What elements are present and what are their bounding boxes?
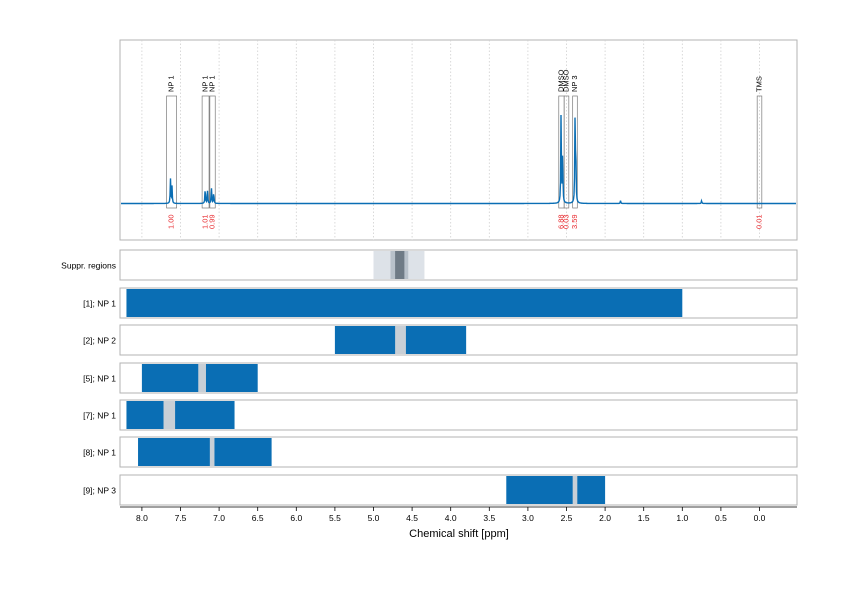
annotation-box [201,95,210,209]
annotation-box [756,95,763,209]
annotation-label: DMSO [556,69,565,92]
lane-label: [1]; NP 1 [83,299,116,309]
annotation-box [166,95,177,209]
x-axis-label: Chemical shift [ppm] [409,528,509,540]
lane-label: [8]; NP 1 [83,448,116,458]
x-tick-label: 7.0 [213,513,225,523]
annotation-value: 0.01 [755,214,764,229]
annotation-box [572,95,578,209]
annotation-label: NP 1 [167,75,176,92]
x-tick-label: 5.0 [368,513,380,523]
annotation-box [209,95,216,209]
annotation-label: TMS [755,76,764,92]
x-tick-label: 3.0 [522,513,534,523]
x-tick-label: 6.0 [290,513,302,523]
region-bar [126,401,235,429]
x-tick-label: 5.5 [329,513,341,523]
x-tick-label: 0.5 [715,513,727,523]
lane-label: [5]; NP 1 [83,374,116,384]
annotation-label: DMSO [562,69,571,92]
lane: [7]; NP 1 [83,399,798,431]
annotation-box [563,95,570,209]
x-tick-label: 6.5 [252,513,264,523]
lane: [1]; NP 1 [83,287,798,319]
lane-label: Suppr. regions [61,261,116,271]
lane: [5]; NP 1 [83,362,798,394]
lane-frame [119,249,798,281]
x-tick-label: 1.0 [676,513,688,523]
annotation-label: NP 1 [201,75,210,92]
x-tick-label: 1.5 [638,513,650,523]
region-gap [163,401,176,429]
suppression-band [395,251,405,279]
region-gap [395,326,406,354]
x-tick-label: 2.5 [561,513,573,523]
lane-frame [119,474,798,506]
spectrum-panel: NP 1 1.00 NP 1 1.01 NP 1 0.99 DMSO 6.88 DMSO 0.03… [119,39,798,241]
x-axis: 8.0 7.5 7.0 6.5 6.0 5.5 5.0 4.5 4.0 3.5 3.0 2.5 2.0 1… [120,506,797,523]
annotation-label: NP 1 [208,75,217,92]
lane-label: [2]; NP 2 [83,336,116,346]
annotation-value: 0.03 [562,214,571,229]
region-gap [198,364,206,392]
lane: [2]; NP 2 [83,324,798,356]
annotation-value: 3.59 [570,214,579,229]
x-tick-label: 3.5 [483,513,495,523]
annotation-value: 6.88 [556,214,565,229]
lane: Suppr. regions [61,249,798,281]
region-gap [572,476,578,504]
x-tick-label: 2.0 [599,513,611,523]
lane: [8]; NP 1 [83,436,798,468]
region-gap [209,438,215,466]
lane: [9]; NP 3 [83,474,798,506]
x-tick-label: 4.5 [406,513,418,523]
x-tick-label: 4.0 [445,513,457,523]
annotation-value: 1.01 [201,214,210,229]
region-bar [138,438,272,466]
spectrum-frame [119,39,798,241]
annotation-value: 1.00 [167,214,176,229]
x-tick-label: 7.5 [175,513,187,523]
lanes-panel: Suppr. regions [1]; NP 1 [2]; NP 2 [5]; NP … [61,249,798,506]
spectrum-line [121,115,796,205]
annotation-value: 0.99 [208,214,217,229]
region-bar [126,289,683,317]
x-tick-label: 0.0 [754,513,766,523]
lane-label: [9]; NP 3 [83,486,116,496]
lane-label: [7]; NP 1 [83,411,116,421]
annotation-label: NP 3 [570,75,579,92]
x-tick-label: 8.0 [136,513,148,523]
region-bar [506,476,606,504]
